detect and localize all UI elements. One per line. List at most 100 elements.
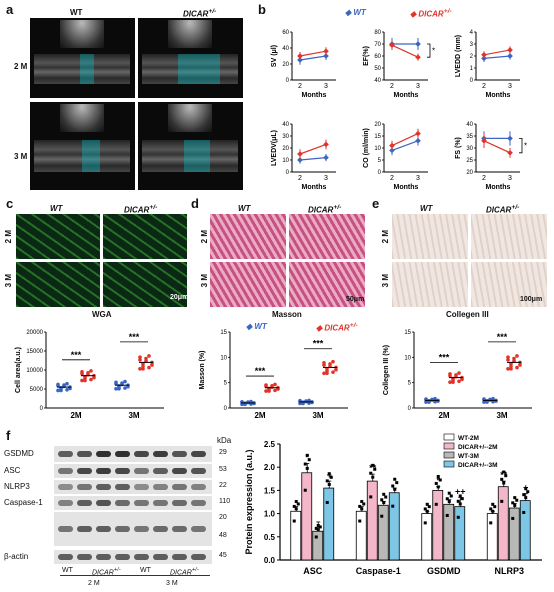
f-data-point	[491, 502, 495, 506]
panel-f-label: f	[6, 428, 11, 443]
q-data-point	[117, 387, 121, 391]
f-legend-label: WT-2M	[458, 435, 479, 442]
masson-scale-label: 50μm	[346, 296, 365, 303]
blot-band	[58, 451, 73, 457]
b-y-tick-label: 30	[282, 134, 289, 140]
q-sig-label: ***	[255, 366, 266, 376]
q-y-tick-label: 15	[220, 330, 227, 336]
panel-e-col-wt: WT	[420, 204, 433, 213]
q-data-point	[270, 385, 274, 389]
b-x-tick-label: 2	[298, 175, 302, 182]
q-data-point	[89, 377, 93, 382]
b-y-tick-label: 20	[282, 146, 289, 152]
panel-c-row-2m: 2 M	[4, 230, 13, 244]
f-data-point	[303, 462, 307, 466]
blot-strip	[54, 550, 212, 564]
b-y-tick-label: 15	[374, 134, 381, 140]
b-sig-label: *	[432, 47, 435, 56]
masson-caption: Masson	[272, 310, 302, 319]
f-data-point	[296, 502, 300, 506]
q-data-point	[65, 381, 69, 386]
b-data-point	[389, 142, 395, 149]
q-y-tick-label: 15000	[26, 349, 43, 355]
q-x-tick-label: 2M	[254, 411, 265, 420]
q-data-point	[518, 363, 522, 367]
f-y-tick-label: 0.0	[264, 556, 276, 565]
f-data-point	[362, 502, 366, 506]
q-data-point	[451, 380, 455, 384]
f-y-tick-label: 2.0	[264, 463, 276, 472]
q-data-point	[310, 400, 314, 405]
q-data-point	[485, 400, 489, 404]
f-data-point	[445, 497, 449, 501]
q-data-point	[506, 358, 510, 362]
f-sig-label: *	[436, 476, 440, 486]
b-y-tick-label: 60	[374, 54, 381, 60]
masson-wt-2m	[210, 214, 286, 259]
blot-band	[115, 468, 130, 474]
b-series-line	[391, 133, 419, 147]
q-y-tick-label: 5000	[30, 387, 44, 393]
f-data-point	[314, 535, 318, 539]
panel-e-label: e	[372, 196, 380, 211]
q-data-point	[264, 389, 268, 393]
blot-band	[191, 526, 206, 532]
f-data-point	[292, 504, 296, 508]
b-sig-label: *	[524, 142, 527, 151]
q-x-tick-label: 3M	[312, 411, 323, 420]
blot-kda-value: 45	[219, 552, 227, 559]
q-data-point	[427, 400, 431, 404]
western-blot	[54, 446, 212, 566]
q-y-tick-label: 15	[404, 330, 411, 336]
b-x-tick-label: 2	[482, 175, 486, 182]
blot-band	[153, 484, 168, 490]
f-data-point	[425, 509, 429, 513]
q-data-point	[114, 387, 118, 391]
f-y-tick-label: 0.5	[264, 533, 276, 542]
b-x-tick-label: 3	[324, 175, 328, 182]
f-bar	[355, 510, 367, 561]
f-data-point	[445, 513, 449, 517]
collagen-dicar-2m	[471, 214, 547, 259]
panel-c-row-3m: 3 M	[4, 274, 13, 288]
f-data-point	[327, 472, 331, 476]
blot-band	[153, 468, 168, 474]
blot-kda-value: 22	[219, 482, 227, 489]
panel-a-col-wt: WT	[70, 8, 83, 17]
q-data-point	[436, 399, 440, 403]
panel-b-legend-dicar: ◆ DICAR+/-	[410, 8, 452, 19]
q-sig-label: ***	[497, 332, 508, 342]
f-data-point	[504, 474, 508, 478]
blot-band	[172, 451, 187, 457]
q-data-point	[301, 401, 305, 406]
b-x-tick-label: 2	[482, 83, 486, 90]
b-y-axis-label: FS (%)	[455, 137, 462, 159]
panel-d-col-wt: WT	[238, 204, 251, 213]
blot-age-3m: 3 M	[166, 580, 178, 587]
f-data-point	[434, 481, 438, 485]
q-data-point	[457, 371, 461, 375]
q-data-point	[509, 367, 513, 371]
blot-protein-label: Caspase-1	[4, 498, 43, 507]
b-series-line	[391, 140, 419, 151]
q-data-point	[123, 379, 127, 384]
b-y-tick-label: 50	[374, 66, 381, 72]
f-data-point	[489, 521, 493, 525]
f-bar	[388, 492, 400, 561]
blot-band	[77, 526, 92, 532]
b-y-axis-label: CO (ml/min)	[363, 128, 370, 168]
b-data-point	[323, 154, 329, 161]
q-x-tick-label: 2M	[438, 411, 449, 420]
b-y-tick-label: 70	[374, 42, 381, 48]
f-data-point	[423, 507, 427, 511]
f-data-point	[393, 477, 397, 481]
q-data-point	[147, 354, 151, 358]
b-data-point	[323, 48, 329, 55]
quant-charts: 0 5000 10000 15000 20000 Cell area(a.u.) 2M ***…	[15, 330, 532, 420]
blot-band	[115, 484, 130, 490]
f-data-point	[456, 499, 460, 503]
q-data-point	[506, 367, 510, 371]
blot-kda-value: 53	[219, 466, 227, 473]
b-series-line	[299, 55, 327, 61]
